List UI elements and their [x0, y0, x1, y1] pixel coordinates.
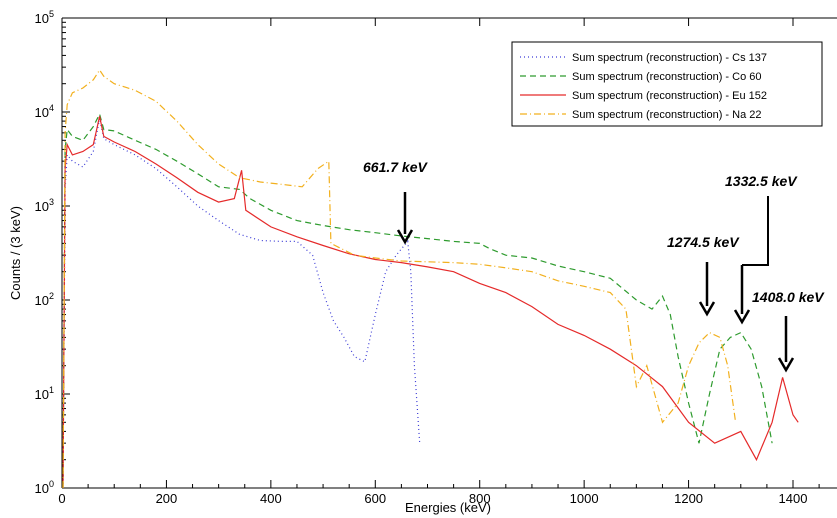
x-tick-label: 800 [469, 491, 491, 506]
legend-box [511, 41, 823, 127]
y-tick-label: 104 [35, 103, 54, 120]
legend: Sum spectrum (reconstruction) - Cs 137 Su… [511, 41, 823, 127]
series-line-3 [62, 116, 799, 488]
annotation-label: 1408.0 keV [752, 289, 825, 305]
y-tick-label: 103 [35, 197, 54, 214]
y-tick-base: 10 [35, 11, 49, 26]
y-tick-exponent: 5 [49, 9, 54, 19]
y-tick-label: 105 [35, 9, 54, 26]
x-axis-title: Energies (keV) [405, 500, 491, 515]
annotation-arrow-head [698, 301, 716, 317]
annotation-connector [742, 196, 769, 266]
x-tick-label: 1000 [570, 491, 599, 506]
y-tick-label: 100 [35, 479, 54, 496]
y-tick-exponent: 4 [49, 103, 54, 113]
annotation-label: 1274.5 keV [667, 234, 740, 250]
legend-label: Sum spectrum (reconstruction) - Eu 152 [572, 90, 767, 102]
x-tick-label: 1400 [779, 491, 808, 506]
y-tick-base: 10 [35, 481, 49, 496]
series-line-4 [62, 68, 737, 488]
legend-label: Sum spectrum (reconstruction) - Co 60 [572, 71, 762, 83]
legend-label: Sum spectrum (reconstruction) - Na 22 [572, 109, 762, 121]
x-tick-label: 200 [156, 491, 178, 506]
annotation-arrow-head [396, 229, 414, 245]
x-tick-label: 600 [364, 491, 386, 506]
x-tick-label: 1200 [674, 491, 703, 506]
annotation-label: 1332.5 keV [725, 173, 798, 189]
y-tick-exponent: 0 [49, 479, 54, 489]
annotation-arrow-head [733, 309, 751, 325]
y-axis-title: Counts / (3 keV) [8, 206, 23, 300]
series-line-2 [62, 112, 773, 488]
legend-label: Sum spectrum (reconstruction) - Cs 137 [572, 52, 767, 64]
y-tick-exponent: 3 [49, 197, 54, 207]
series-layer [62, 68, 799, 488]
annotation-arrow-head [777, 357, 795, 373]
y-tick-exponent: 1 [49, 385, 54, 395]
x-tick-label: 0 [58, 491, 65, 506]
y-tick-exponent: 2 [49, 291, 54, 301]
y-tick-base: 10 [35, 387, 49, 402]
x-ticks: 0 200 400 600 800 1000 1200 1400 [58, 18, 820, 506]
y-tick-base: 10 [35, 105, 49, 120]
y-tick-base: 10 [35, 293, 49, 308]
x-tick-label: 400 [260, 491, 282, 506]
y-tick-label: 102 [35, 291, 54, 308]
y-tick-base: 10 [35, 199, 49, 214]
annotation-label: 661.7 keV [363, 159, 428, 175]
y-tick-label: 101 [35, 385, 54, 402]
annotations: 661.7 keV 1274.5 keV 1332.5 keV 1408.0 keV [363, 159, 825, 373]
